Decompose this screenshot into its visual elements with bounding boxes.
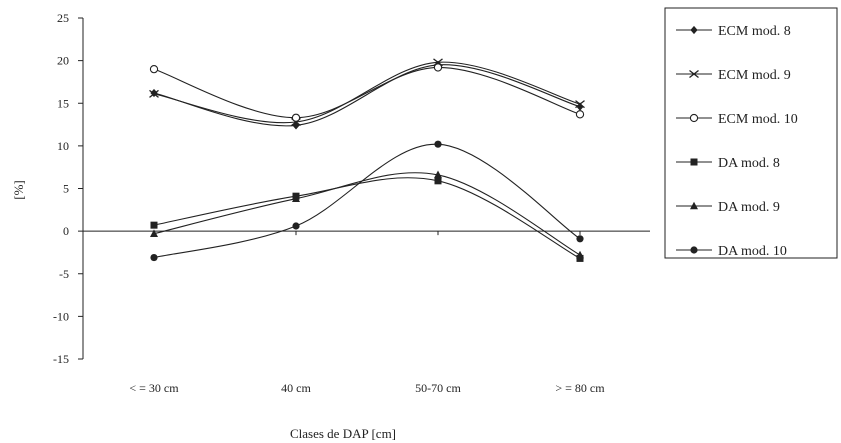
marker-stroke xyxy=(575,100,585,109)
y-tick-label: -10 xyxy=(53,309,69,323)
legend-label: ECM mod. 10 xyxy=(718,112,798,127)
y-tick-label: -15 xyxy=(53,352,69,366)
x-tick-label: 50-70 cm xyxy=(415,381,461,395)
y-tick-label: 5 xyxy=(63,182,69,196)
legend-item-da-mod-9: DA mod. 9 xyxy=(676,200,780,215)
x-tick-label: < = 30 cm xyxy=(129,381,179,395)
legend-marker xyxy=(690,25,698,35)
plot-area: 25 20 15 10 5 0 -5 -10 -15 < = 30 cm 40 cm 50-70 cm… xyxy=(53,11,650,395)
legend-label: DA mod. 8 xyxy=(718,156,780,171)
data-point xyxy=(575,110,585,119)
data-point xyxy=(576,235,584,243)
legend-marker xyxy=(689,69,699,79)
legend-item-ecm-mod-8: ECM mod. 8 xyxy=(676,24,791,39)
y-axis-title: [%] xyxy=(11,180,26,200)
x-tick-label: 40 cm xyxy=(281,381,311,395)
series-line xyxy=(153,64,581,127)
marker-stroke xyxy=(689,69,699,79)
data-point xyxy=(576,254,584,262)
data-point xyxy=(291,113,301,122)
y-tick-label: 25 xyxy=(57,11,69,25)
series-da-mod-9 xyxy=(150,170,584,259)
series-ecm-mod-10 xyxy=(149,63,585,122)
data-point xyxy=(433,63,443,72)
series-line xyxy=(153,177,581,259)
data-point xyxy=(292,222,300,230)
y-tick-label: 10 xyxy=(57,139,69,153)
marker-stroke xyxy=(149,89,159,98)
series-line xyxy=(153,143,581,259)
legend-item-da-mod-10: DA mod. 10 xyxy=(676,244,787,259)
data-point xyxy=(149,65,159,74)
legend-marker xyxy=(690,158,698,166)
legend-marker xyxy=(690,201,698,210)
legend-marker xyxy=(690,246,698,254)
data-point xyxy=(150,253,158,262)
series-ecm-mod-9 xyxy=(149,58,585,127)
legend-box xyxy=(664,7,838,259)
data-point xyxy=(576,102,584,111)
legend-label: DA mod. 10 xyxy=(718,244,787,259)
data-point xyxy=(434,140,442,148)
series-da-mod-10 xyxy=(150,140,584,262)
series-line xyxy=(153,172,581,256)
series-da-mod-8 xyxy=(150,177,584,262)
data-point xyxy=(434,177,442,185)
legend-label: DA mod. 9 xyxy=(718,200,780,215)
legend-item-ecm-mod-9: ECM mod. 9 xyxy=(676,68,791,83)
y-tick-label: 15 xyxy=(57,96,69,110)
y-tick-label: 20 xyxy=(57,54,69,68)
legend-item-da-mod-8: DA mod. 8 xyxy=(676,156,780,171)
legend: ECM mod. 8 ECM mod. 9 ECM mod. 10 DA mod. 8… xyxy=(664,7,838,259)
legend-marker xyxy=(689,113,699,123)
y-tick-label: -5 xyxy=(59,267,69,281)
data-point xyxy=(292,194,300,203)
data-point xyxy=(576,250,584,259)
data-point xyxy=(575,100,585,109)
legend-item-ecm-mod-10: ECM mod. 10 xyxy=(676,112,798,127)
data-point xyxy=(434,170,442,179)
y-tick-label: 0 xyxy=(63,224,69,238)
legend-label: ECM mod. 8 xyxy=(718,24,791,39)
data-point xyxy=(150,221,158,229)
series-line xyxy=(153,66,581,119)
legend-label: ECM mod. 9 xyxy=(718,68,791,83)
x-tick-label: > = 80 cm xyxy=(555,381,605,395)
data-point xyxy=(150,229,158,237)
series-ecm-mod-8 xyxy=(150,60,584,130)
data-point xyxy=(149,89,159,98)
series-line xyxy=(153,61,581,124)
x-axis-title: Clases de DAP [cm] xyxy=(290,426,396,441)
